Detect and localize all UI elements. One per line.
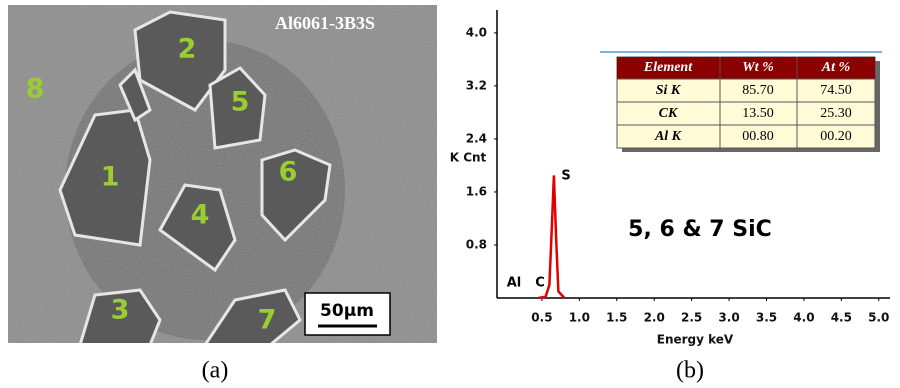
- y-axis-label: K Cnt: [450, 151, 487, 165]
- x-tick-label: 2.5: [681, 311, 702, 325]
- annotation: 5, 6 & 7 SiC: [628, 217, 772, 242]
- particle-label: 6: [279, 157, 298, 188]
- x-tick-label: 4.5: [831, 311, 852, 325]
- x-tick-label: 3.0: [718, 311, 739, 325]
- x-tick-label: 2.0: [644, 311, 665, 325]
- scale-bar-label: 50µm: [320, 301, 374, 321]
- peak-label: S: [561, 169, 570, 184]
- x-tick-label: 0.5: [531, 311, 552, 325]
- x-axis-label: Energy keV: [657, 333, 734, 347]
- y-tick-label: 0.8: [466, 237, 487, 251]
- y-tick-label: 2.4: [466, 131, 487, 145]
- y-tick-label: 3.2: [466, 78, 487, 92]
- peak-label: Al: [507, 276, 522, 291]
- particle-label: 2: [178, 34, 197, 65]
- table-cell: 74.50: [820, 83, 852, 98]
- table-cell: 25.30: [820, 106, 852, 121]
- table-cell: 00.20: [820, 129, 852, 144]
- particle-label: 5: [231, 87, 250, 118]
- caption: (b): [676, 358, 704, 384]
- y-tick-label: 1.6: [466, 184, 487, 198]
- x-tick-label: 3.5: [756, 311, 777, 325]
- table-cell: Al K: [654, 129, 683, 144]
- x-tick-label: 1.0: [569, 311, 590, 325]
- table-cell: 85.70: [742, 83, 774, 98]
- table-cell: CK: [659, 106, 679, 121]
- table-cell: 00.80: [742, 129, 774, 144]
- caption: (a): [202, 358, 229, 384]
- x-tick-label: 4.0: [793, 311, 814, 325]
- particle-label: 7: [258, 305, 277, 336]
- table-cell: 13.50: [742, 106, 774, 121]
- x-tick-label: 1.5: [606, 311, 627, 325]
- figure: Al6061-3B3S 2 8 5 1 6 4 3 7 50µm (a) K C…: [0, 0, 900, 388]
- y-tick-label: 4.0: [466, 25, 487, 39]
- sem-image: Al6061-3B3S 2 8 5 1 6 4 3 7 50µm: [8, 5, 437, 345]
- spectrum-chart: K Cnt Energy keV Al C S 5, 6 & 7 SiC Ele…: [450, 10, 890, 347]
- particle-label: 3: [111, 295, 130, 326]
- peak-label: C: [535, 276, 545, 291]
- particle-label: 1: [101, 162, 120, 193]
- table-header-cell: Element: [643, 60, 693, 75]
- particle-label: 8: [26, 74, 45, 105]
- sample-label: Al6061-3B3S: [275, 13, 375, 33]
- table-cell: Si K: [656, 83, 682, 98]
- table-header-cell: Wt %: [742, 60, 774, 75]
- table-header-cell: At %: [821, 60, 850, 75]
- x-tick-label: 5.0: [868, 311, 889, 325]
- particle-label: 4: [191, 200, 210, 231]
